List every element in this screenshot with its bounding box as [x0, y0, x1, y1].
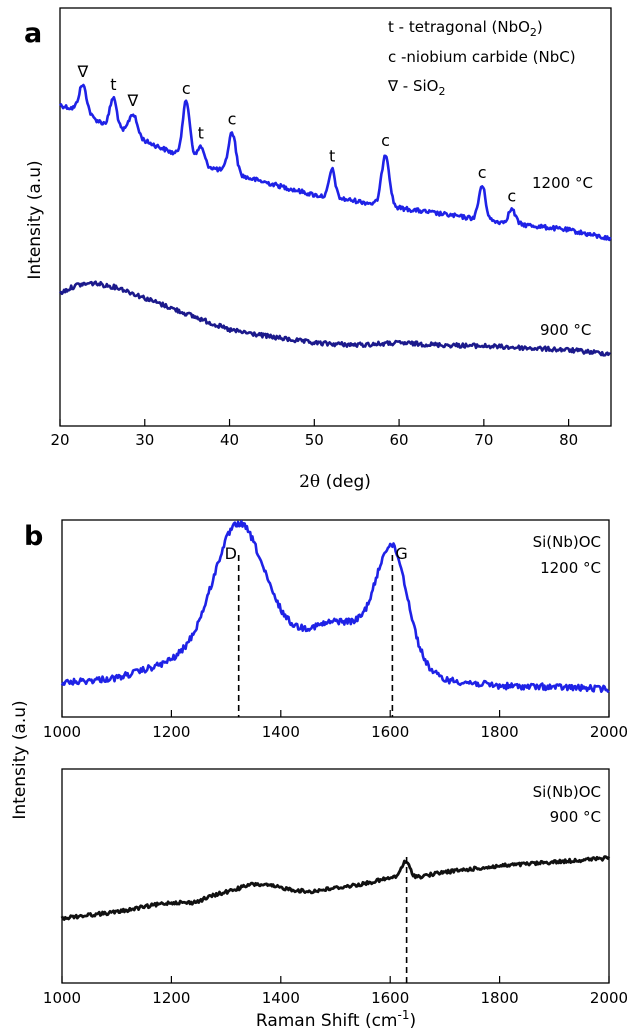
series-line-0: [58, 83, 612, 242]
raman-1200-x-ticks: 1000 1200 1400 1600 1800 2000: [43, 710, 628, 741]
xrd-x-axis-title: 2θ (deg): [299, 472, 371, 492]
x-tick-label: 2000: [590, 723, 628, 741]
raman-y-axis-title: Intensity (a.u): [10, 700, 30, 819]
peak-label: ∇: [127, 91, 139, 110]
raman-900-series: [60, 855, 611, 921]
peak-label: c: [182, 79, 191, 98]
peak-label: c: [478, 163, 487, 182]
xrd-series-label-1200: 1200 °C: [532, 174, 593, 192]
panel-letter-b: b: [24, 521, 43, 552]
series-line-0: [60, 520, 610, 693]
x-tick-label: 1600: [371, 989, 409, 1007]
x-tick-label: 1200: [152, 723, 190, 741]
peak-marker-label: G: [395, 544, 407, 563]
x-tick-label: 20: [50, 431, 69, 449]
x-tick-label: 1400: [262, 723, 300, 741]
raman-900-annotation-line2: 900 °C: [550, 808, 601, 826]
x-tick-label: 1800: [481, 723, 519, 741]
peak-label: c: [507, 186, 516, 205]
raman-1200-series: [60, 520, 610, 693]
legend-line-sio2: ∇ - SiO2: [387, 77, 445, 98]
raman-900-chart: 1000 1200 1400 1600 1800 2000 Si(Nb)OC 900 °C…: [43, 768, 628, 1031]
xrd-y-axis-title: Intensity (a.u): [25, 160, 45, 279]
raman-x-axis-title: Raman Shift (cm-1): [256, 1008, 416, 1031]
x-tick-label: 80: [559, 431, 578, 449]
x-tick-label: 50: [305, 431, 324, 449]
raman-900-plot-frame: [61, 768, 610, 984]
x-tick-label: 1800: [481, 989, 519, 1007]
x-tick-label: 60: [390, 431, 409, 449]
raman-1200-annotation-line2: 1200 °C: [540, 559, 601, 577]
x-tick-label: 1600: [371, 723, 409, 741]
x-tick-label: 1000: [43, 723, 81, 741]
xrd-peak-labels: ∇ t ∇ c t c t c c c: [77, 62, 517, 205]
x-tick-label: 40: [220, 431, 239, 449]
peak-label: ∇: [77, 62, 89, 81]
x-tick-label: 1400: [262, 989, 300, 1007]
xrd-x-ticks: 20 30 40 50 60 70 80: [50, 419, 578, 449]
peak-marker-label: D: [225, 544, 237, 563]
raman-1200-plot-frame: [61, 519, 610, 718]
xrd-legend: t - tetragonal (NbO2) c -niobium carbide…: [387, 18, 576, 98]
xrd-series-label-900: 900 °C: [540, 321, 591, 339]
x-tick-label: 70: [474, 431, 493, 449]
peak-label: t: [110, 75, 116, 94]
legend-line-niobium-carbide: c -niobium carbide (NbC): [388, 48, 576, 66]
peak-label: t: [329, 147, 335, 166]
xrd-chart: 20 30 40 50 60 70 80 ∇ t ∇ c t c t c c c Intensity (a.u…: [25, 7, 612, 492]
peak-label: c: [228, 110, 237, 129]
series-line-0: [60, 855, 611, 921]
panel-letter-a: a: [24, 18, 42, 49]
x-tick-label: 1000: [43, 989, 81, 1007]
legend-line-tetragonal: t - tetragonal (NbO2): [388, 18, 543, 39]
series-line-1: [59, 280, 611, 357]
x-tick-label: 30: [135, 431, 154, 449]
raman-900-x-ticks: 1000 1200 1400 1600 1800 2000: [43, 976, 628, 1007]
peak-label: t: [198, 123, 204, 142]
raman-1200-annotation-line1: Si(Nb)OC: [533, 533, 601, 551]
x-tick-label: 1200: [152, 989, 190, 1007]
raman-900-annotation-line1: Si(Nb)OC: [533, 783, 601, 801]
x-tick-label: 2000: [590, 989, 628, 1007]
xrd-plot-frame: [59, 7, 612, 427]
peak-label: c: [381, 131, 390, 150]
xrd-series: [58, 83, 612, 357]
